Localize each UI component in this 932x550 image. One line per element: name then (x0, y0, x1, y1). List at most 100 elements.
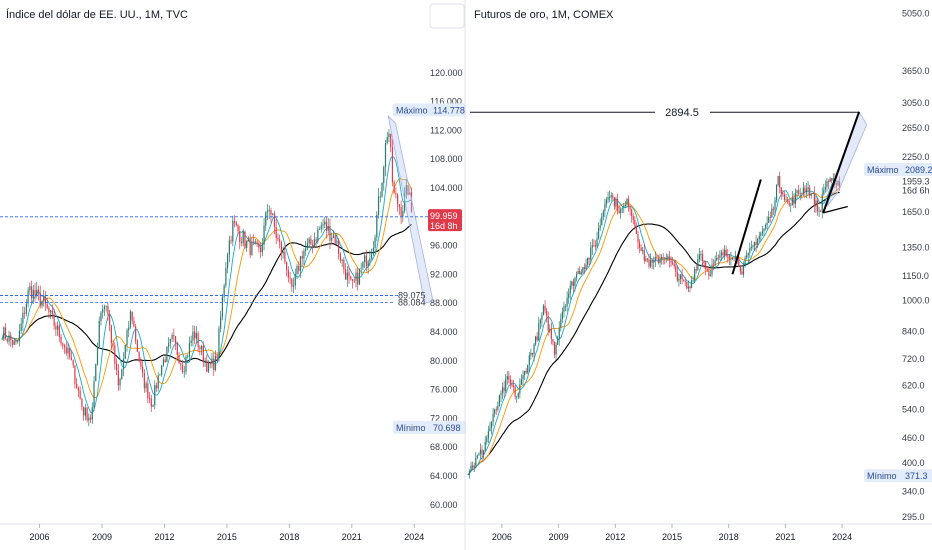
candle-body (150, 398, 152, 407)
candle-body (593, 245, 595, 247)
candle-body (8, 335, 10, 342)
candle-body (161, 365, 163, 375)
candle-body (98, 320, 100, 347)
candle-body (155, 385, 158, 389)
candle-body (159, 374, 161, 376)
gold-panel[interactable]: Futuros de oro, 1M, COMEX 295.0 340.0 400.… (466, 9, 932, 542)
candle-body (549, 328, 551, 331)
candle-body (188, 342, 191, 357)
candle-body (410, 192, 413, 212)
candle-body (58, 325, 60, 337)
candle-body (364, 255, 366, 263)
candle-body (107, 305, 109, 315)
candle-body (195, 333, 197, 339)
channel-line (823, 205, 848, 214)
min-badge (864, 469, 932, 483)
candle-body (315, 239, 317, 242)
candle-body (65, 347, 67, 354)
candle-body (531, 352, 534, 355)
candle-body (17, 340, 19, 342)
candle-body (758, 235, 760, 240)
candle-body (147, 383, 149, 399)
max-label-text: Máximo (396, 105, 428, 115)
candle-body (15, 340, 17, 342)
candle-body (676, 272, 678, 281)
candle-body (635, 226, 638, 235)
candle-body (553, 341, 556, 355)
candle-body (376, 214, 378, 238)
candle-body (690, 280, 693, 289)
candle-body (594, 245, 597, 247)
candle-body (668, 256, 671, 261)
y-tick-label: 76.000 (430, 385, 458, 395)
y-tick-label: 60.000 (430, 500, 458, 510)
candle-body (495, 409, 497, 411)
candle-body (638, 242, 641, 248)
candle-body (44, 296, 47, 304)
candle-body (564, 306, 567, 308)
candle-body (27, 290, 29, 304)
candle-body (242, 231, 244, 244)
y-tick-label: 1959.3 (902, 176, 930, 186)
candle-body (230, 240, 232, 242)
candle-body (544, 305, 546, 311)
candle-body (560, 318, 562, 329)
candle-body (357, 272, 359, 285)
current-price-value: 99.959 (430, 211, 458, 221)
candle-body (282, 251, 284, 254)
candle-body (550, 328, 552, 340)
candle-body (386, 137, 388, 144)
candle-body (752, 245, 754, 248)
candle-body (173, 335, 175, 337)
candle-body (350, 276, 352, 280)
x-tick-label: 2018 (719, 532, 739, 542)
candle-body (48, 307, 50, 313)
candle-body (390, 133, 392, 148)
candle-body (741, 271, 743, 275)
candle-body (100, 312, 102, 321)
candle-body (273, 213, 276, 227)
candle-body (3, 327, 5, 340)
candle-body (558, 328, 560, 340)
candle-body (174, 336, 177, 344)
candle-body (723, 249, 726, 256)
candle-body (4, 327, 7, 339)
candle-body (207, 361, 210, 372)
candle-body (730, 258, 732, 260)
candle-body (379, 196, 381, 198)
candle-body (365, 255, 368, 267)
candle-body (766, 222, 768, 225)
candle-body (200, 345, 203, 350)
candle-body (769, 216, 771, 218)
candle-body (716, 257, 718, 261)
candle-body (55, 325, 57, 330)
gold-title: Futuros de oro, 1M, COMEX (474, 9, 614, 21)
candle-body (246, 240, 248, 248)
candle-body (405, 185, 407, 195)
candle-body (774, 200, 776, 210)
candle-body (181, 364, 184, 373)
candle-body (735, 255, 737, 260)
candle-body (494, 409, 496, 414)
candle-body (661, 256, 663, 259)
candle-body (468, 471, 471, 476)
candle-body (478, 453, 480, 456)
candle-body (259, 247, 262, 253)
candle-body (176, 343, 178, 355)
x-tick-label: 2012 (605, 532, 625, 542)
candle-body (522, 374, 524, 380)
candle-body (166, 346, 168, 363)
candle-body (683, 279, 685, 281)
trend-line (731, 179, 762, 275)
candle-body (750, 247, 752, 249)
target-label: 2894.5 (665, 107, 699, 119)
candle-body (83, 406, 85, 416)
candle-body (115, 363, 118, 371)
x-tick-label: 2006 (492, 532, 512, 542)
candle-body (367, 261, 369, 267)
y-tick-label: 1150.0 (902, 271, 929, 281)
candle-body (232, 220, 234, 242)
dxy-panel[interactable]: Índice del dólar de EE. UU., 1M, TVC 60.… (0, 3, 466, 542)
candle-body (50, 310, 52, 313)
candle-body (779, 176, 781, 188)
